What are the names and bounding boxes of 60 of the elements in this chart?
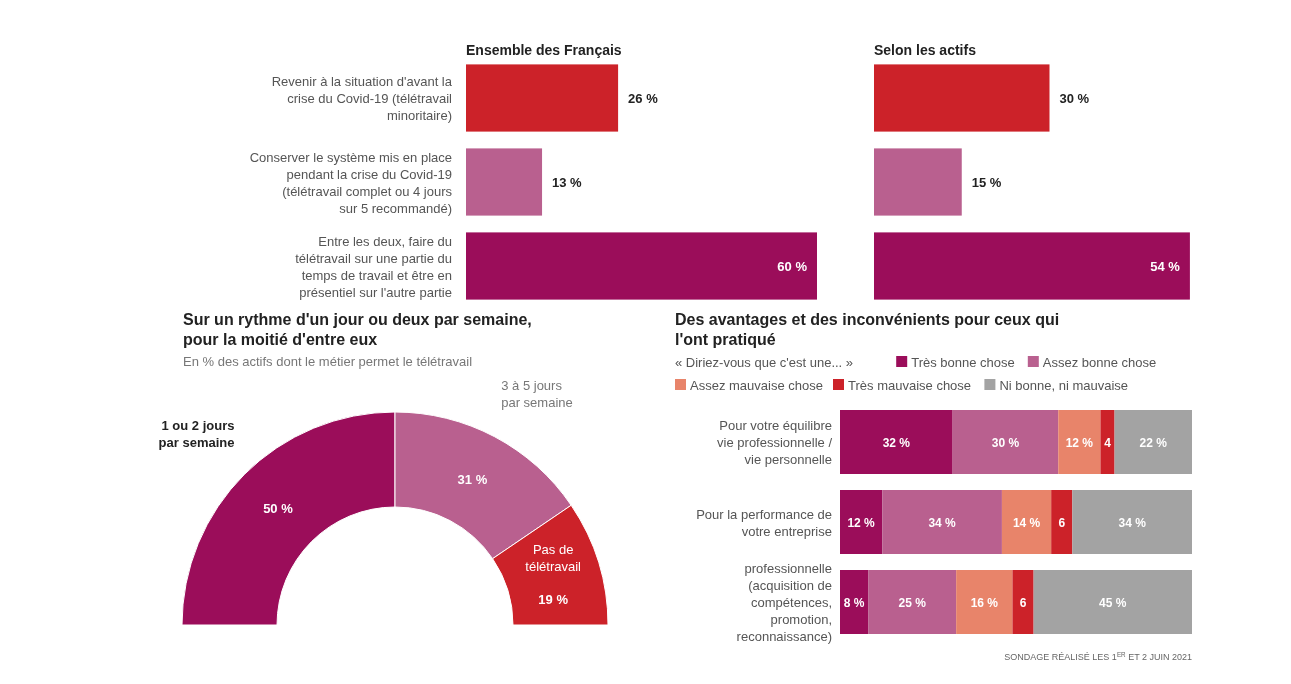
chart-title: Des avantages et des inconvénients pour ceux qui l'ont pratiqué	[675, 311, 1060, 348]
bar	[1114, 410, 1192, 474]
bar	[1051, 490, 1073, 554]
chart-title: Sur un rythme d'un jour ou deux par semaine, pour la moitié d'entre eux	[183, 311, 532, 348]
bar	[840, 490, 883, 554]
data-label: 30 %	[991, 436, 1020, 450]
bar	[840, 570, 869, 634]
data-label: 45 %	[1099, 596, 1127, 610]
bar	[1058, 410, 1101, 474]
bar	[1033, 570, 1192, 634]
slice-label: 1 ou 2 jours par semaine	[158, 418, 235, 451]
bar	[840, 410, 953, 474]
data-label: 6	[1019, 596, 1027, 610]
legend-label: Très bonne chose	[911, 355, 1015, 370]
data-label: 12 %	[1065, 436, 1094, 450]
data-label: 31 %	[457, 471, 488, 487]
data-label: 32 %	[882, 436, 911, 450]
bar	[1001, 490, 1052, 554]
data-label: 60 %	[777, 259, 808, 274]
y-tick-label: professionnelle (acquisition de compétences, promotion, reconnaissance)	[736, 561, 832, 644]
data-label: 16 %	[970, 596, 999, 610]
y-tick-label: Pour la performance de votre entreprise	[696, 506, 832, 539]
text: SONDAGE RÉALISÉ LES 1$^{ER}$ ET 2 JUIN 2021	[1004, 650, 1192, 662]
data-label: 34 %	[1118, 516, 1147, 530]
bar	[1012, 570, 1034, 634]
data-label: 54 %	[1150, 259, 1181, 274]
data-label: 8 %	[843, 596, 865, 610]
data-label: 15 %	[971, 175, 1002, 190]
data-label: 12 %	[847, 516, 876, 530]
bar	[952, 410, 1059, 474]
data-label: 4	[1104, 436, 1112, 450]
legend-label: Assez mauvaise chose	[690, 378, 823, 393]
data-label: 19 %	[538, 592, 569, 608]
data-label: 22 %	[1139, 436, 1168, 450]
legend-title: « Diriez-vous que c'est une... »	[675, 355, 854, 370]
y-tick-label: Entre les deux, faire du télétravail sur une partie du temps de travail et être en présentiel sur l'autre partie	[295, 233, 452, 300]
bar	[1072, 490, 1192, 554]
chart-subtitle: En % des actifs dont le métier permet le télétravail	[183, 354, 473, 369]
y-tick-label: Conserver le système mis en place pendant la crise du Covid-19 (télétravail complet ou 4 jours sur 5 recommandé)	[249, 149, 453, 216]
legend-label: Ni bonne, ni mauvaise	[999, 378, 1129, 393]
bar	[882, 490, 1002, 554]
bar	[868, 570, 957, 634]
bar	[1100, 410, 1115, 474]
data-label: 34 %	[928, 516, 957, 530]
slice-label: 3 à 5 jours par semaine	[501, 378, 573, 411]
data-label: 50 %	[263, 500, 294, 516]
data-label: 14 %	[1012, 516, 1041, 530]
legend-label: Assez bonne chose	[1042, 355, 1157, 370]
data-label: 30 %	[1059, 91, 1090, 106]
data-label: 13 %	[552, 175, 583, 190]
slice-label: Pas de télétravail	[525, 542, 582, 575]
chart-title: Ensemble des Français	[466, 42, 622, 58]
legend-label: Très mauvaise chose	[848, 378, 972, 393]
data-label: 26 %	[628, 91, 659, 106]
y-tick-label: Pour votre équilibre vie professionnelle / vie personnelle	[717, 418, 833, 467]
y-tick-label: Revenir à la situation d'avant la crise du Covid-19 (télétravail minoritaire)	[271, 74, 453, 123]
bar	[956, 570, 1013, 634]
data-label: 6	[1058, 516, 1066, 530]
chart-title: Selon les actifs	[874, 42, 977, 58]
data-label: 25 %	[898, 596, 927, 610]
